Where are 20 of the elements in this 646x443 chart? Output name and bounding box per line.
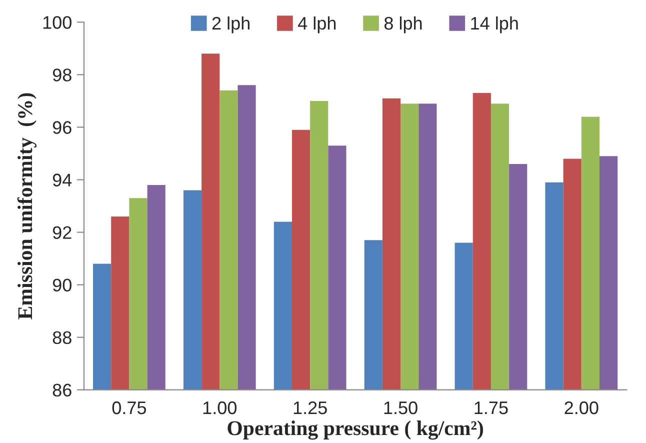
legend-label: 8 lph: [384, 16, 422, 34]
y-tick-label: 94: [52, 174, 72, 186]
y-tick-label: 92: [52, 226, 72, 239]
y-axis-title: Emission uniformity (%): [17, 93, 36, 320]
x-tick-label: 1.25: [294, 401, 327, 414]
x-tick-label: 0.75: [112, 401, 146, 414]
y-tick-label: 88: [52, 331, 72, 344]
x-axis-title: Operating pressure ( kg/cm²): [228, 420, 483, 440]
y-tick-label: 98: [52, 68, 72, 82]
legend-label: 2 lph: [212, 16, 250, 34]
x-tick-label: 1.00: [203, 401, 237, 414]
legend-label: 14 lph: [471, 16, 518, 34]
y-tick-label: 96: [52, 121, 72, 134]
x-tick-label: 1.50: [384, 401, 418, 414]
x-tick-label: 1.75: [474, 402, 508, 414]
y-tick-label: 100: [43, 16, 72, 29]
y-tick-label: 90: [52, 278, 72, 292]
legend-label: 4 lph: [298, 16, 336, 34]
y-tick-label: 86: [52, 384, 72, 397]
x-tick-label: 2.00: [564, 401, 598, 414]
